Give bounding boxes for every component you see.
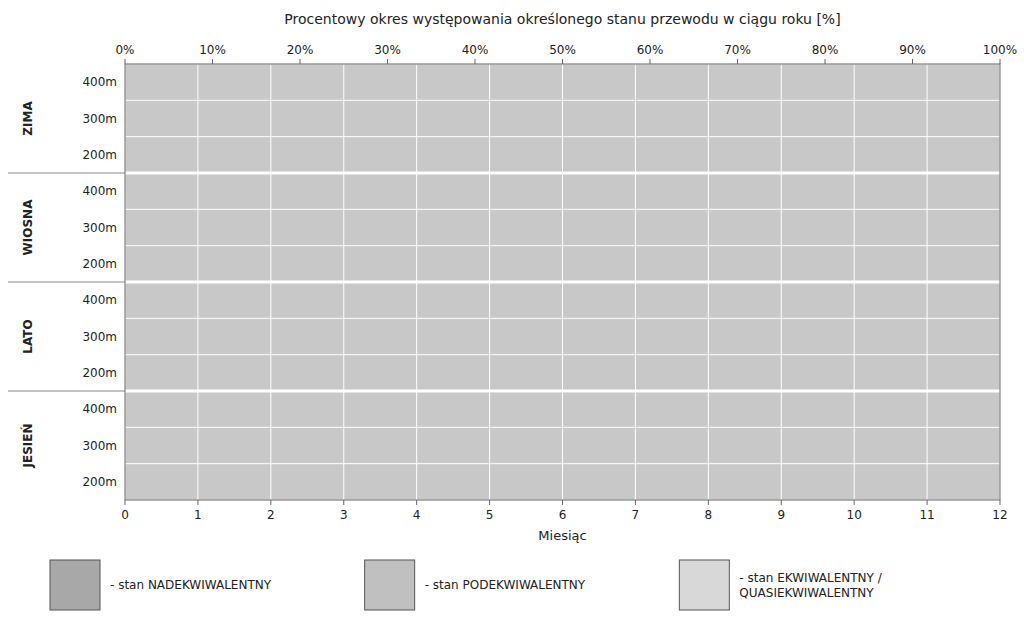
x-tick: [343, 500, 344, 505]
x-tick-label: 3: [340, 508, 348, 522]
x2-tick-label: 60%: [637, 43, 664, 57]
x-tick: [562, 500, 563, 505]
x-tick-label: 11: [919, 508, 934, 522]
x-tick-label: 5: [486, 508, 494, 522]
row-line: [125, 209, 1000, 210]
legend-swatch: [679, 560, 729, 610]
y-tick-label: 200m: [82, 148, 117, 162]
x-tick-label: 0: [121, 508, 129, 522]
x2-tick: [825, 59, 826, 64]
row-line: [125, 136, 1000, 137]
x-tick: [125, 500, 126, 505]
x2-tick-label: 20%: [287, 43, 314, 57]
x-tick: [270, 500, 271, 505]
x2-tick-label: 40%: [462, 43, 489, 57]
row-line: [125, 354, 1000, 355]
y-tick-label: 200m: [82, 257, 117, 271]
y-tick-label: 300m: [82, 112, 117, 126]
x2-tick-label: 90%: [899, 43, 926, 57]
x2-tick: [650, 59, 651, 64]
x-tick: [708, 500, 709, 505]
x2-tick: [125, 59, 126, 64]
x2-tick: [300, 59, 301, 64]
group-separator: [8, 173, 125, 174]
row-line: [125, 427, 1000, 428]
group-separator: [125, 172, 1000, 175]
x2-tick: [737, 59, 738, 64]
row-line: [125, 463, 1000, 464]
row-line: [125, 100, 1000, 101]
x-tick: [197, 500, 198, 505]
y-tick-label: 200m: [82, 475, 117, 489]
x2-tick-label: 100%: [983, 43, 1017, 57]
x2-tick: [562, 59, 563, 64]
x-tick-label: 1: [194, 508, 202, 522]
y-tick-label: 300m: [82, 330, 117, 344]
x-tick-label: 10: [847, 508, 862, 522]
x-tick: [854, 500, 855, 505]
x2-tick-label: 80%: [812, 43, 839, 57]
x-tick: [927, 500, 928, 505]
y-tick-label: 200m: [82, 366, 117, 380]
x-tick-label: 4: [413, 508, 421, 522]
legend-swatch: [365, 560, 415, 610]
x2-tick-label: 70%: [724, 43, 751, 57]
x2-tick: [912, 59, 913, 64]
x-tick: [489, 500, 490, 505]
x-axis-label: Miesiąc: [538, 528, 586, 543]
legend-label: - stan EKWIWALENTNY /QUASIEKWIWALENTNY: [739, 571, 882, 600]
x-tick: [416, 500, 417, 505]
legend-swatch: [50, 560, 100, 610]
row-line: [125, 318, 1000, 319]
x-tick-label: 6: [559, 508, 567, 522]
y-tick-label: 300m: [82, 439, 117, 453]
y-tick-label: 400m: [82, 293, 117, 307]
chart: 0123456789101112Miesiąc0%10%20%30%40%50%…: [0, 0, 1024, 637]
group-separator: [8, 282, 125, 283]
legend-label: - stan PODEKWIWALENTNY: [425, 578, 586, 592]
group-label: JESIEŃ: [20, 423, 35, 468]
y-tick-label: 400m: [82, 402, 117, 416]
x2-tick: [475, 59, 476, 64]
group-separator: [125, 390, 1000, 393]
legend: - stan NADEKWIWALENTNY - stan PODEKWIWALE…: [50, 560, 883, 610]
y-tick-label: 400m: [82, 184, 117, 198]
x2-tick-label: 0%: [115, 43, 134, 57]
x-tick: [635, 500, 636, 505]
x-tick: [781, 500, 782, 505]
group-label: LATO: [21, 319, 35, 353]
x-tick-label: 12: [992, 508, 1007, 522]
x2-tick-label: 30%: [374, 43, 401, 57]
x-tick-label: 8: [705, 508, 713, 522]
group-separator: [125, 281, 1000, 284]
plot-area: [125, 64, 1000, 500]
x2-tick-label: 50%: [549, 43, 576, 57]
legend-label-line: QUASIEKWIWALENTNY: [739, 586, 874, 600]
x-tick-label: 9: [777, 508, 785, 522]
legend-label-line: - stan PODEKWIWALENTNY: [425, 578, 586, 592]
plot-frame: [125, 64, 1000, 500]
legend-label: - stan NADEKWIWALENTNY: [110, 578, 272, 592]
y-tick-label: 400m: [82, 75, 117, 89]
x2-tick: [212, 59, 213, 64]
group-label: WIOSNA: [21, 199, 35, 256]
legend-label-line: - stan NADEKWIWALENTNY: [110, 578, 272, 592]
title: Procentowy okres występowania określoneg…: [284, 11, 840, 27]
group-label: ZIMA: [21, 101, 35, 136]
x-tick-label: 7: [632, 508, 640, 522]
x-tick: [1000, 500, 1001, 505]
x2-tick-label: 10%: [199, 43, 226, 57]
x2-tick: [1000, 59, 1001, 64]
x-tick-label: 2: [267, 508, 275, 522]
y-tick-label: 300m: [82, 221, 117, 235]
row-line: [125, 245, 1000, 246]
legend-label-line: - stan EKWIWALENTNY /: [739, 571, 882, 585]
group-separator: [8, 391, 125, 392]
x2-tick: [387, 59, 388, 64]
